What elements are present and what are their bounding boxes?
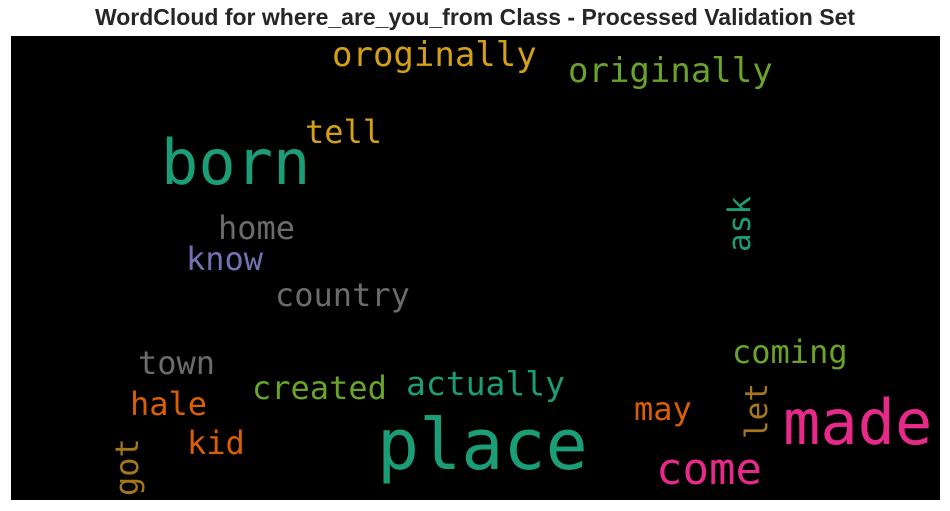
word-born: born	[161, 126, 311, 199]
word-cloud-canvas: oroginally originally tell born home kno…	[11, 36, 940, 500]
word-originally: originally	[568, 51, 773, 91]
word-let: let	[739, 383, 775, 439]
word-know: know	[186, 240, 264, 278]
word-may: may	[634, 390, 692, 428]
word-place: place	[377, 404, 588, 486]
chart-title: WordCloud for where_are_you_from Class -…	[94, 4, 856, 30]
word-hale: hale	[130, 385, 208, 423]
word-ask: ask	[722, 196, 758, 252]
word-come: come	[656, 444, 762, 495]
word-created: created	[252, 369, 387, 407]
word-tell: tell	[305, 113, 383, 151]
word-country: country	[275, 276, 410, 314]
word-made: made	[783, 386, 933, 459]
word-home: home	[218, 209, 296, 247]
word-got: got	[108, 438, 146, 496]
word-actually: actually	[406, 364, 565, 403]
word-town: town	[138, 344, 216, 382]
word-coming: coming	[732, 333, 848, 371]
word-kid: kid	[187, 424, 245, 462]
word-oroginally: oroginally	[332, 36, 537, 75]
